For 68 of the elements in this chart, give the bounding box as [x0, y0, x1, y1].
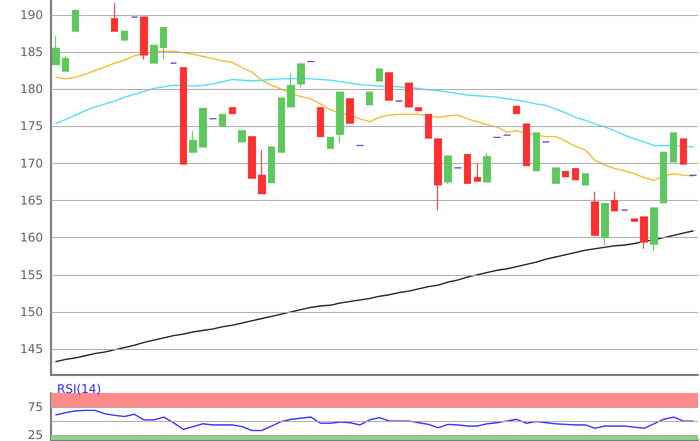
candlestick	[268, 146, 275, 184]
candlestick	[219, 114, 226, 127]
candlestick	[591, 191, 599, 236]
candlestick	[660, 152, 667, 204]
y-tick-label: 25	[28, 428, 43, 441]
candlestick	[572, 168, 579, 180]
candlestick	[670, 132, 677, 162]
candlestick	[327, 136, 334, 150]
candlestick	[140, 16, 148, 60]
y-tick-label: 160	[20, 230, 43, 245]
candlestick	[150, 44, 158, 64]
candlestick	[317, 107, 324, 138]
y-tick-label: 170	[20, 156, 43, 170]
y-tick-label: 180	[20, 82, 43, 96]
chart-title: RSI(14)	[57, 382, 102, 396]
candlestick	[376, 68, 383, 82]
candlestick	[189, 130, 197, 153]
candlestick	[297, 63, 305, 88]
candlestick	[405, 82, 413, 108]
y-tick-label: 165	[20, 193, 43, 208]
y-tick-label: 150	[20, 304, 43, 319]
line-series	[55, 230, 694, 362]
y-tick-label: 175	[20, 119, 43, 134]
candlestick	[336, 92, 344, 144]
candlestick	[199, 108, 207, 148]
candlestick	[523, 124, 530, 166]
candlestick	[552, 167, 560, 184]
y-tick-label: 145	[20, 342, 43, 356]
candlestick	[346, 98, 354, 124]
candlestick	[631, 218, 638, 222]
candlestick	[248, 136, 256, 179]
candlestick	[425, 114, 432, 139]
y-tick-label: 190	[20, 8, 43, 22]
candlestick	[640, 216, 648, 250]
line-series	[55, 50, 694, 182]
candlestick	[121, 30, 128, 41]
y-tick-label: 155	[20, 268, 43, 282]
candlestick	[562, 171, 569, 178]
candlestick	[62, 55, 69, 72]
candlestick	[415, 107, 422, 112]
candlestick	[278, 98, 285, 153]
candlestick	[180, 67, 187, 165]
candlestick	[238, 130, 246, 142]
candlestick	[474, 162, 481, 182]
candlestick	[434, 138, 442, 211]
y-tick-label: 185	[20, 44, 43, 59]
line-series	[55, 410, 694, 432]
candlestick	[160, 26, 167, 60]
candlestick	[513, 106, 520, 114]
candlestick	[680, 138, 687, 165]
candlestick	[72, 9, 79, 32]
candlestick	[650, 207, 658, 252]
candlestick	[601, 202, 609, 246]
candlestick	[533, 132, 540, 172]
y-tick-label: 75	[28, 400, 43, 414]
candlestick	[366, 92, 373, 106]
candlestick	[52, 36, 60, 66]
candlestick	[611, 191, 618, 212]
line-series	[55, 78, 694, 148]
candlestick	[582, 173, 589, 186]
candlestick	[258, 150, 266, 194]
candlestick	[444, 155, 452, 185]
candlestick	[483, 152, 491, 182]
candlestick	[464, 154, 471, 184]
candlestick	[111, 2, 118, 32]
candlestick	[287, 73, 295, 108]
candlestick	[385, 72, 393, 101]
candlestick	[229, 107, 236, 114]
